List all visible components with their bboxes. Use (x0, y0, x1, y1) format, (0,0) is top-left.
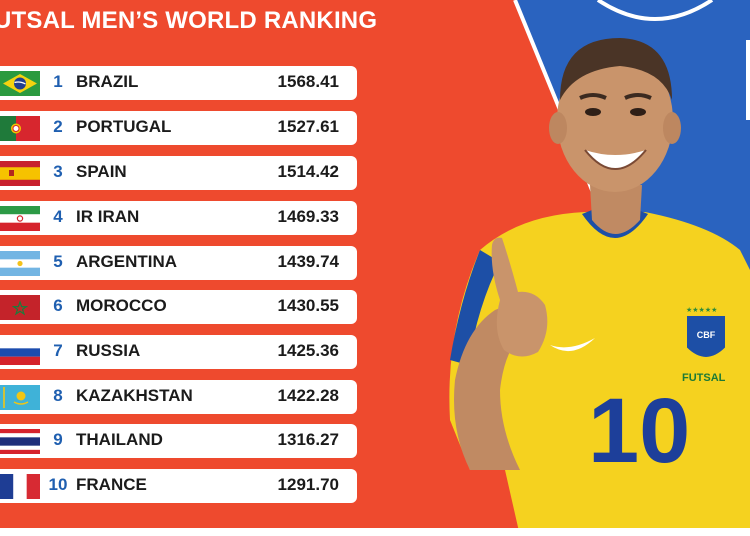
ranking-points: 1568.41 (277, 72, 339, 91)
pitch-arc (596, 0, 714, 21)
ranking-points: 1469.33 (277, 207, 339, 226)
ranking-row: 5 ARGENTINA 1439.74 (0, 246, 357, 280)
svg-text:CBF: CBF (697, 330, 716, 340)
ranking-row: 3 SPAIN 1514.42 (0, 156, 357, 190)
rank-number: 4 (53, 207, 63, 226)
brazil-flag-icon (0, 71, 40, 96)
page-title: UTSAL MEN’S WORLD RANKING (0, 7, 378, 34)
ranking-row: 9 THAILAND 1316.27 (0, 424, 357, 458)
ranking-row: 7 RUSSIA 1425.36 (0, 335, 357, 369)
pointing-hand (491, 237, 548, 357)
ranking-row: 6 MOROCCO 1430.55 (0, 290, 357, 324)
russia-flag-icon (0, 340, 40, 365)
spain-flag-icon (0, 161, 40, 186)
country-name: RUSSIA (76, 341, 141, 360)
shirt-number: 10 (588, 380, 690, 482)
ranking-points: 1514.42 (277, 162, 339, 181)
rank-number: 8 (53, 386, 63, 405)
rank-number: 1 (53, 72, 63, 91)
france-flag-icon (0, 474, 40, 499)
country-name: PORTUGAL (76, 117, 172, 136)
kazakhstan-flag-icon (0, 385, 40, 410)
ranking-row: 10 FRANCE 1291.70 (0, 469, 357, 503)
country-name: ARGENTINA (76, 252, 178, 271)
rank-number: 9 (53, 430, 63, 449)
ranking-row: 2 PORTUGAL 1527.61 (0, 111, 357, 145)
country-name: FRANCE (76, 475, 147, 494)
rank-number: 6 (53, 296, 63, 315)
argentina-flag-icon (0, 251, 40, 276)
country-name: IR IRAN (76, 207, 140, 226)
rank-number: 5 (53, 252, 63, 271)
ranking-row: 1 BRAZIL 1568.41 (0, 66, 357, 100)
ranking-points: 1439.74 (277, 252, 339, 271)
thailand-flag-icon (0, 429, 40, 454)
morocco-flag-icon (0, 295, 40, 320)
ranking-points: 1316.27 (277, 430, 339, 449)
country-name: SPAIN (76, 162, 127, 181)
portugal-flag-icon (0, 116, 40, 141)
ranking-points: 1425.36 (277, 341, 339, 360)
jersey-collar (582, 210, 648, 238)
player-photo: CBF ★★★★★ FUTSAL 10 (449, 38, 750, 536)
rank-number: 7 (53, 341, 63, 360)
ranking-points: 1422.28 (277, 386, 339, 405)
ranking-points: 1430.55 (277, 296, 339, 315)
ranking-row: 8 KAZAKHSTAN 1422.28 (0, 380, 357, 414)
country-name: KAZAKHSTAN (76, 386, 193, 405)
rank-number: 3 (53, 162, 63, 181)
svg-text:★★★★★: ★★★★★ (686, 306, 717, 314)
rank-number: 10 (48, 475, 68, 494)
ranking-points: 1291.70 (277, 475, 339, 494)
ranking-points: 1527.61 (277, 117, 339, 136)
cbf-crest-icon: CBF ★★★★★ (685, 306, 727, 359)
country-name: BRAZIL (76, 72, 139, 91)
bottom-strip (0, 528, 750, 536)
country-name: THAILAND (76, 430, 163, 449)
brand-swoosh-icon (550, 338, 595, 352)
ranking-row: 4 IR IRAN 1469.33 (0, 201, 357, 235)
country-name: MOROCCO (76, 296, 167, 315)
iran-flag-icon (0, 206, 40, 231)
player-head (557, 48, 673, 192)
rank-number: 2 (53, 117, 63, 136)
futsal-badge-label: FUTSAL (682, 372, 726, 384)
